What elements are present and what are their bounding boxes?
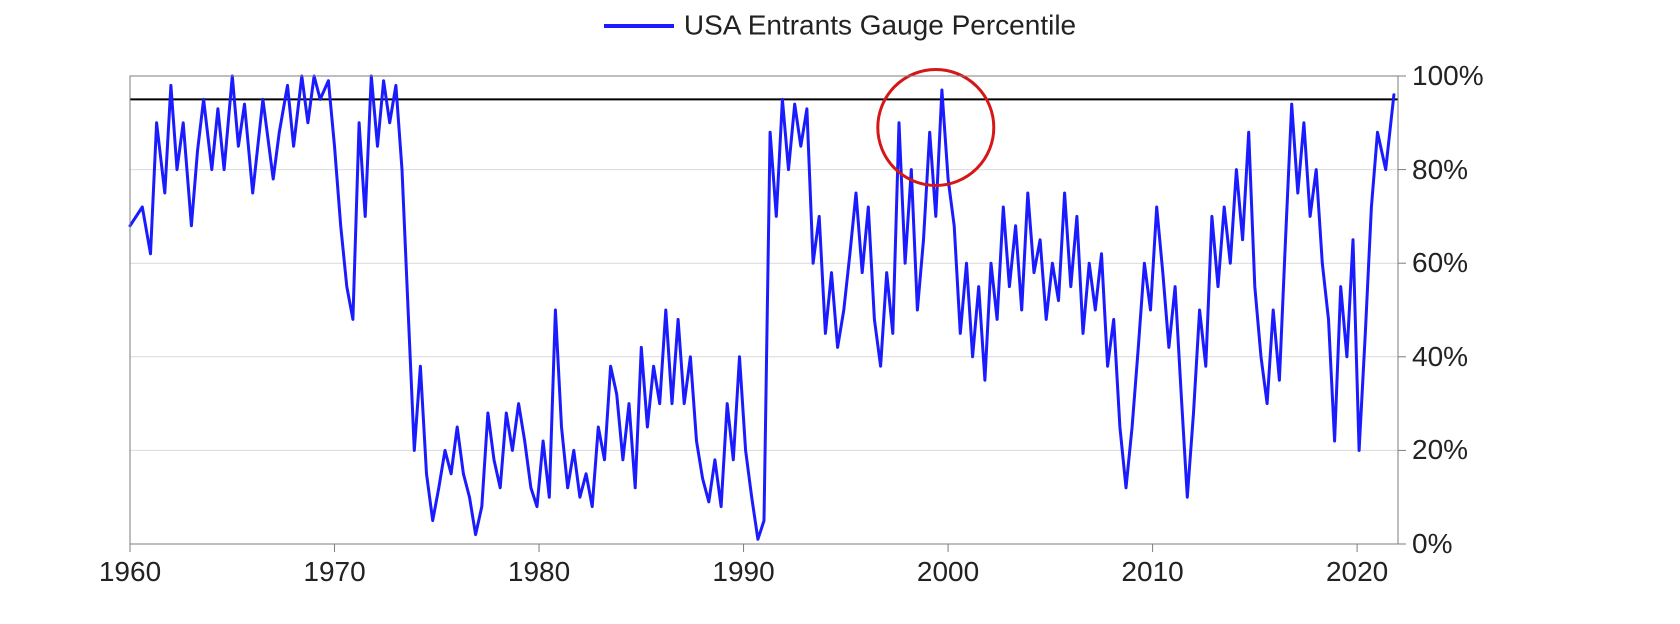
legend-label: USA Entrants Gauge Percentile — [684, 10, 1076, 41]
legend: USA Entrants Gauge Percentile — [0, 8, 1680, 42]
y-axis-label: 80% — [1412, 154, 1468, 186]
x-axis-label: 2010 — [1121, 556, 1183, 588]
legend-swatch — [604, 24, 674, 28]
annotation-circle — [878, 69, 994, 185]
y-axis-label: 0% — [1412, 528, 1452, 560]
x-axis-label: 2000 — [917, 556, 979, 588]
x-axis-label: 1990 — [712, 556, 774, 588]
x-axis-label: 2020 — [1326, 556, 1388, 588]
series-line — [130, 76, 1394, 539]
y-axis-label: 20% — [1412, 434, 1468, 466]
chart-svg — [130, 76, 1398, 544]
x-axis-label: 1980 — [508, 556, 570, 588]
y-axis-label: 40% — [1412, 341, 1468, 373]
x-ticks — [130, 544, 1357, 552]
plot-area — [130, 76, 1398, 544]
y-axis-label: 100% — [1412, 60, 1484, 92]
x-axis-label: 1970 — [303, 556, 365, 588]
y-ticks — [1398, 76, 1406, 544]
x-axis-label: 1960 — [99, 556, 161, 588]
y-axis-label: 60% — [1412, 247, 1468, 279]
chart-root: USA Entrants Gauge Percentile 1960 1970 19… — [0, 0, 1680, 624]
